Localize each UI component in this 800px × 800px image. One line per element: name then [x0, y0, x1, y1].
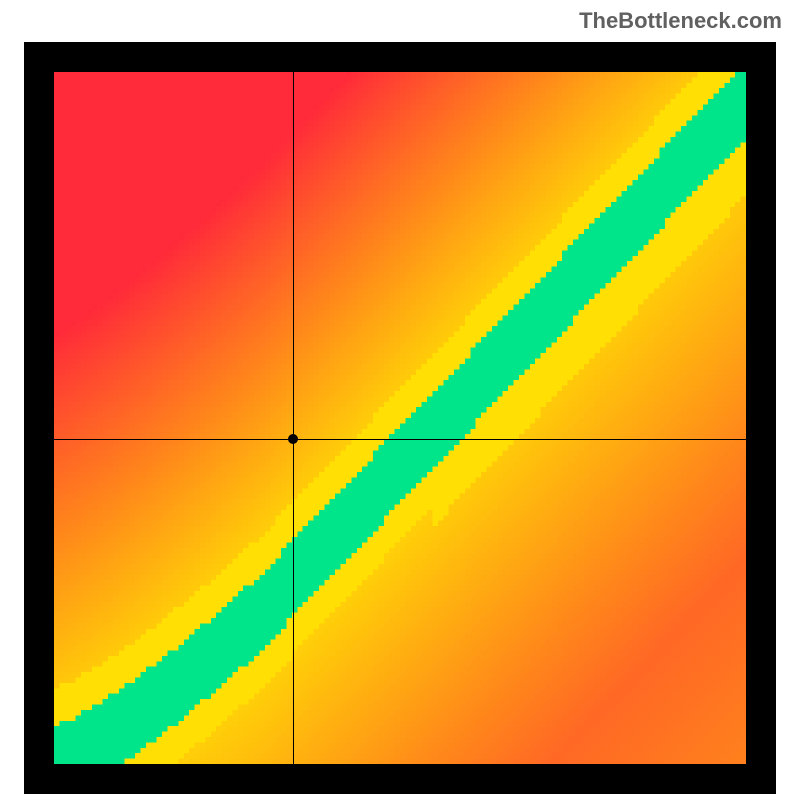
watermark-text: TheBottleneck.com [579, 8, 782, 34]
plot-area [54, 72, 746, 764]
plot-frame [24, 42, 776, 794]
crosshair-vertical [293, 72, 294, 764]
heatmap-canvas [54, 72, 746, 764]
crosshair-horizontal [54, 439, 746, 440]
marker-dot [288, 434, 298, 444]
